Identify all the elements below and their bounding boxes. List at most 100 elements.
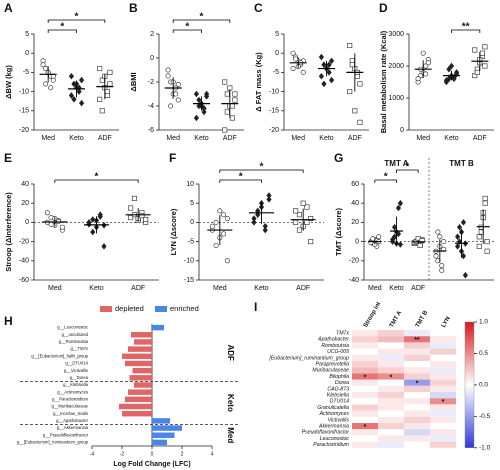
colorbar-tick-label: -1.0 [479, 445, 491, 452]
y-tick-label: -10 [184, 258, 194, 265]
heatmap-cell [378, 336, 404, 343]
heatmap-cell [430, 336, 456, 343]
row-label: Dorea [335, 380, 349, 386]
category-label: g__Akkermansia [57, 425, 89, 430]
legend-label: depleted [115, 304, 144, 313]
data-point [308, 239, 314, 245]
row-label: Victivallis [328, 417, 350, 423]
x-tick-label: 4 [211, 451, 214, 457]
y-tick-label: 0 [150, 55, 154, 62]
panel-letter: I [254, 300, 257, 314]
data-point [251, 219, 257, 226]
heatmap-cell [404, 398, 430, 405]
column-label: TMT B [415, 309, 430, 328]
y-tick-label: 5 [275, 31, 279, 38]
heatmap-cell [404, 404, 430, 411]
heatmap-cell [404, 385, 430, 392]
heatmap-cell [430, 354, 456, 361]
heatmap-cell [404, 441, 430, 448]
y-tick-label: 0 [355, 238, 359, 245]
data-point [479, 50, 485, 56]
x-tick-label: Med [41, 135, 55, 142]
data-point [232, 91, 238, 97]
bar [125, 360, 152, 367]
data-point [143, 217, 149, 223]
data-point [321, 61, 327, 69]
cell-annotation: * [390, 374, 393, 381]
y-tick-label: 3000 [388, 31, 404, 38]
heatmap-cell [352, 336, 378, 343]
category-label: g__Muribaculaceae [51, 404, 88, 409]
data-point [173, 91, 179, 97]
heatmap-cell [378, 410, 404, 417]
heatmap-cell [352, 392, 378, 399]
significance-bracket [374, 179, 397, 183]
data-point [293, 56, 299, 62]
heatmap-cell [378, 416, 404, 423]
significance-bracket [396, 169, 419, 173]
data-point [357, 81, 363, 87]
category-label: g__Apathobacter [56, 418, 89, 423]
data-point [326, 61, 332, 69]
heatmap-cell [352, 423, 378, 430]
data-point [99, 108, 105, 114]
data-point [90, 216, 96, 223]
row-label: DTU014 [330, 399, 349, 405]
row-label: TM7x [336, 330, 349, 336]
heatmap-cell [430, 441, 456, 448]
data-point [349, 62, 355, 68]
data-point [474, 69, 480, 75]
data-point [376, 234, 382, 240]
heatmap-cell [352, 367, 378, 374]
category-label: g__TM7x [71, 346, 89, 351]
heatmap-cell [404, 423, 430, 430]
category-label: g__Paraclostridium [52, 396, 88, 401]
cell-annotation: ** [414, 337, 420, 344]
row-label: Klebsiella [327, 392, 349, 398]
data-point [425, 60, 431, 66]
cell-annotation: * [416, 380, 419, 387]
data-point [329, 57, 335, 65]
heatmap-cell [378, 435, 404, 442]
heatmap-cell [404, 330, 430, 337]
heatmap-cell [404, 336, 430, 343]
heatmap-cell [378, 441, 404, 448]
row-label: Bilophila [329, 374, 349, 380]
data-point [97, 66, 103, 72]
data-point [347, 89, 353, 95]
x-tick-label: Med [291, 135, 305, 142]
x-tick-label: -4 [90, 451, 95, 457]
data-point [232, 97, 238, 103]
data-point [224, 216, 230, 222]
heatmap-cell [430, 342, 456, 349]
x-tick-label: Keto [69, 135, 84, 142]
data-point [472, 47, 478, 53]
data-point [293, 219, 299, 225]
data-point [59, 224, 65, 230]
significance-bracket [47, 19, 106, 23]
y-axis-label: LYN (Δscore) [169, 208, 178, 255]
y-axis-label: ΔBMI [129, 72, 138, 91]
row-label: Paraprevotella [316, 361, 350, 367]
panel-letter: G [334, 151, 343, 165]
legend-swatch [100, 306, 112, 312]
data-point [224, 91, 230, 97]
heatmap-cell [352, 379, 378, 386]
y-tick-label: 20 [351, 219, 359, 226]
y-tick-label: 0 [275, 50, 279, 57]
data-point [48, 85, 54, 91]
category-label: g__Dorea [70, 375, 89, 380]
y-tick-label: -5 [273, 69, 279, 76]
data-point [329, 76, 335, 84]
cell-annotation: * [364, 424, 367, 431]
y-axis-label: Δ FAT mass (Kg) [254, 52, 263, 112]
heatmap-cell [430, 367, 456, 374]
heatmap-cell [352, 410, 378, 417]
x-axis-label: Log Fold Change (LFC) [113, 461, 190, 468]
heatmap-cell [352, 404, 378, 411]
category-label: g__Actinomyces [57, 389, 88, 394]
data-point [104, 89, 110, 95]
heatmap-cell [378, 348, 404, 355]
panel-letter: F [169, 151, 176, 165]
